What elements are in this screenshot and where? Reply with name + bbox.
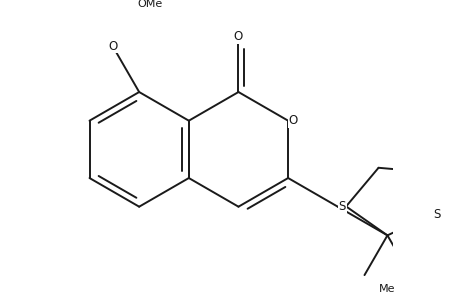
Text: S: S bbox=[432, 208, 440, 220]
Text: Me: Me bbox=[378, 284, 395, 294]
Text: O: O bbox=[108, 40, 117, 53]
Text: O: O bbox=[287, 114, 297, 127]
Text: S: S bbox=[338, 200, 345, 213]
Text: OMe: OMe bbox=[137, 0, 162, 9]
Text: O: O bbox=[233, 30, 242, 43]
